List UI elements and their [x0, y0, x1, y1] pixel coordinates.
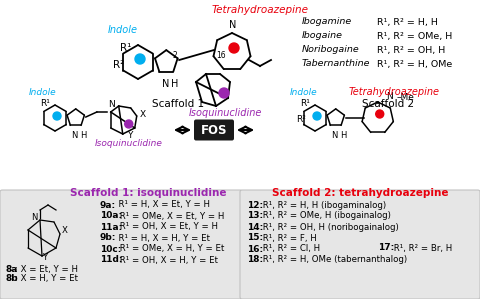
- Text: 12:: 12:: [247, 201, 263, 210]
- Circle shape: [135, 54, 145, 64]
- Text: R²: R²: [296, 115, 306, 124]
- Text: 8b: 8b: [6, 274, 19, 283]
- Text: Indole: Indole: [108, 25, 138, 35]
- Circle shape: [219, 88, 229, 98]
- Text: Tetrahydroazepine: Tetrahydroazepine: [212, 5, 309, 15]
- Text: 16:: 16:: [247, 245, 263, 254]
- Text: 10a:: 10a:: [100, 211, 122, 220]
- Text: Isoquinuclidine: Isoquinuclidine: [95, 139, 163, 148]
- Text: 2: 2: [172, 51, 177, 60]
- Circle shape: [376, 110, 384, 118]
- Text: R¹, R² = H, OMe: R¹, R² = H, OMe: [377, 60, 452, 68]
- Text: 11a:: 11a:: [100, 222, 122, 231]
- Text: FOS: FOS: [201, 123, 227, 137]
- Text: : X = H, Y = Et: : X = H, Y = Et: [15, 274, 78, 283]
- Text: N: N: [72, 131, 78, 140]
- Text: R²: R²: [113, 60, 124, 70]
- FancyBboxPatch shape: [0, 190, 242, 299]
- Text: 18:: 18:: [247, 256, 263, 265]
- Text: R¹ = H, X = Et, Y = H: R¹ = H, X = Et, Y = H: [113, 201, 210, 210]
- Text: R¹, R² = F, H: R¹, R² = F, H: [260, 234, 316, 242]
- Text: Ibogaine: Ibogaine: [302, 31, 343, 40]
- Text: R¹, R² = H, OMe (tabernanthalog): R¹, R² = H, OMe (tabernanthalog): [260, 256, 407, 265]
- Text: N: N: [32, 213, 38, 222]
- Text: Tabernanthine: Tabernanthine: [302, 60, 371, 68]
- Text: Scaffold 1: Scaffold 1: [152, 99, 204, 109]
- Text: N: N: [162, 79, 169, 89]
- Text: Ibogamine: Ibogamine: [302, 18, 352, 27]
- Circle shape: [125, 120, 133, 128]
- FancyBboxPatch shape: [240, 190, 480, 299]
- Text: R¹, R² = H, H: R¹, R² = H, H: [377, 18, 438, 27]
- Text: Y: Y: [43, 253, 48, 262]
- Text: Isoquinuclidine: Isoquinuclidine: [188, 108, 262, 118]
- Circle shape: [53, 112, 61, 120]
- Text: 17:: 17:: [378, 243, 394, 252]
- Text: 13:: 13:: [247, 211, 263, 220]
- Text: R¹, R² = OH, H (noribogainalog): R¹, R² = OH, H (noribogainalog): [260, 222, 398, 231]
- Text: R¹ = OH, X = Et, Y = H: R¹ = OH, X = Et, Y = H: [117, 222, 218, 231]
- Text: 14:: 14:: [247, 222, 263, 231]
- Text: Indole: Indole: [290, 88, 318, 97]
- Text: 16: 16: [216, 51, 226, 60]
- Text: H: H: [340, 131, 346, 140]
- Text: R¹: R¹: [300, 99, 311, 108]
- Text: R¹, R² = OH, H: R¹, R² = OH, H: [377, 45, 445, 54]
- Text: N: N: [332, 131, 338, 140]
- Text: Scaffold 2: tetrahydroazepine: Scaffold 2: tetrahydroazepine: [272, 188, 448, 198]
- Text: R¹, R² = H, H (ibogaminalog): R¹, R² = H, H (ibogaminalog): [260, 201, 386, 210]
- Text: R¹ = OH, X = H, Y = Et: R¹ = OH, X = H, Y = Et: [117, 256, 218, 265]
- Text: : X = Et, Y = H: : X = Et, Y = H: [15, 265, 78, 274]
- Text: 8a: 8a: [6, 265, 18, 274]
- Text: H: H: [171, 79, 179, 89]
- Text: R¹, R² = OMe, H (ibogainalog): R¹, R² = OMe, H (ibogainalog): [260, 211, 390, 220]
- Text: Scaffold 1: isoquinuclidine: Scaffold 1: isoquinuclidine: [70, 188, 226, 198]
- FancyBboxPatch shape: [194, 120, 234, 141]
- Text: Noribogaine: Noribogaine: [302, 45, 360, 54]
- Text: Tetrahydroazepine: Tetrahydroazepine: [348, 87, 439, 97]
- Text: 10c:: 10c:: [100, 245, 121, 254]
- Text: R¹, R² = Br, H: R¹, R² = Br, H: [391, 243, 452, 252]
- Text: 9a:: 9a:: [100, 201, 116, 210]
- Text: R¹, R² = Cl, H: R¹, R² = Cl, H: [260, 245, 320, 254]
- Text: N: N: [386, 92, 393, 101]
- Text: R¹ = OMe, X = H, Y = Et: R¹ = OMe, X = H, Y = Et: [117, 245, 224, 254]
- Text: R¹, R² = OMe, H: R¹, R² = OMe, H: [377, 31, 452, 40]
- Text: H: H: [80, 131, 86, 140]
- Text: Y: Y: [127, 131, 132, 140]
- Text: R¹: R¹: [41, 99, 50, 108]
- Text: Scaffold 2: Scaffold 2: [361, 99, 414, 109]
- Text: X: X: [140, 110, 146, 119]
- Text: R¹ = OMe, X = Et, Y = H: R¹ = OMe, X = Et, Y = H: [117, 211, 224, 220]
- Text: Indole: Indole: [29, 88, 57, 97]
- Text: R¹: R¹: [120, 42, 131, 53]
- Text: 11d:: 11d:: [100, 256, 122, 265]
- Text: X: X: [62, 226, 68, 235]
- Text: R¹ = H, X = H, Y = Et: R¹ = H, X = H, Y = Et: [113, 234, 210, 242]
- Text: N: N: [229, 20, 237, 30]
- Circle shape: [229, 43, 239, 53]
- Text: –Me: –Me: [397, 93, 415, 102]
- Text: 15:: 15:: [247, 234, 263, 242]
- Text: N: N: [108, 100, 115, 109]
- Circle shape: [313, 112, 321, 120]
- Text: 9b:: 9b:: [100, 234, 116, 242]
